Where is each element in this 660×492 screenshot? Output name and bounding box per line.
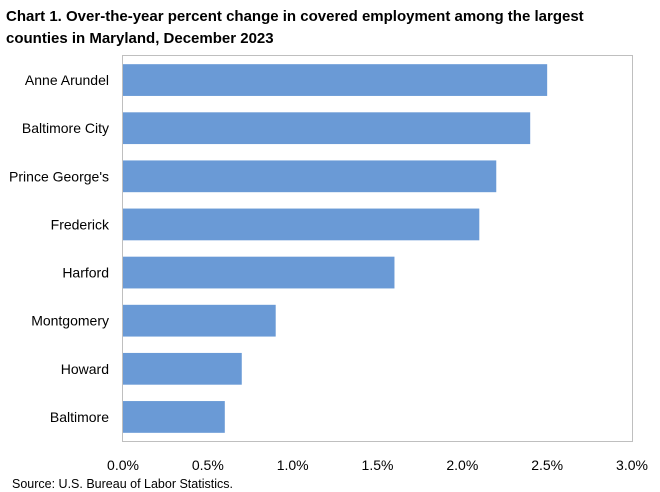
category-label: Baltimore [50,409,109,425]
x-tick-label: 0.0% [107,457,139,473]
source-note: Source: U.S. Bureau of Labor Statistics. [12,477,233,491]
bar-montgomery [123,304,276,337]
x-tick-label: 1.5% [362,457,394,473]
x-tick-label: 1.0% [277,457,309,473]
x-tick-label: 0.5% [192,457,224,473]
category-label: Prince George's [9,168,109,184]
bar-harford [123,256,395,289]
x-tick-labels-group: 0.0% 0.5% 1.0% 1.5% 2.0% 2.5% 3.0% [107,457,648,473]
bar-baltimore-city [123,112,531,145]
category-label: Howard [61,361,109,377]
bars-group [123,64,548,433]
category-label: Frederick [51,216,110,232]
category-label: Baltimore City [22,120,109,136]
x-tick-label: 3.0% [616,457,648,473]
category-labels-group: Anne Arundel Baltimore City Prince George'… [9,72,110,425]
bar-baltimore [123,401,225,433]
x-tick-label: 2.5% [531,457,563,473]
bar-anne-arundel [123,64,548,96]
category-label: Harford [62,265,109,281]
category-label: Montgomery [31,313,109,329]
chart-title: Chart 1. Over-the-year percent change in… [6,8,584,47]
bar-prince-george-s [123,160,497,193]
bar-frederick [123,208,480,241]
category-label: Anne Arundel [25,72,109,88]
bar-howard [123,352,242,385]
x-tick-label: 2.0% [446,457,478,473]
